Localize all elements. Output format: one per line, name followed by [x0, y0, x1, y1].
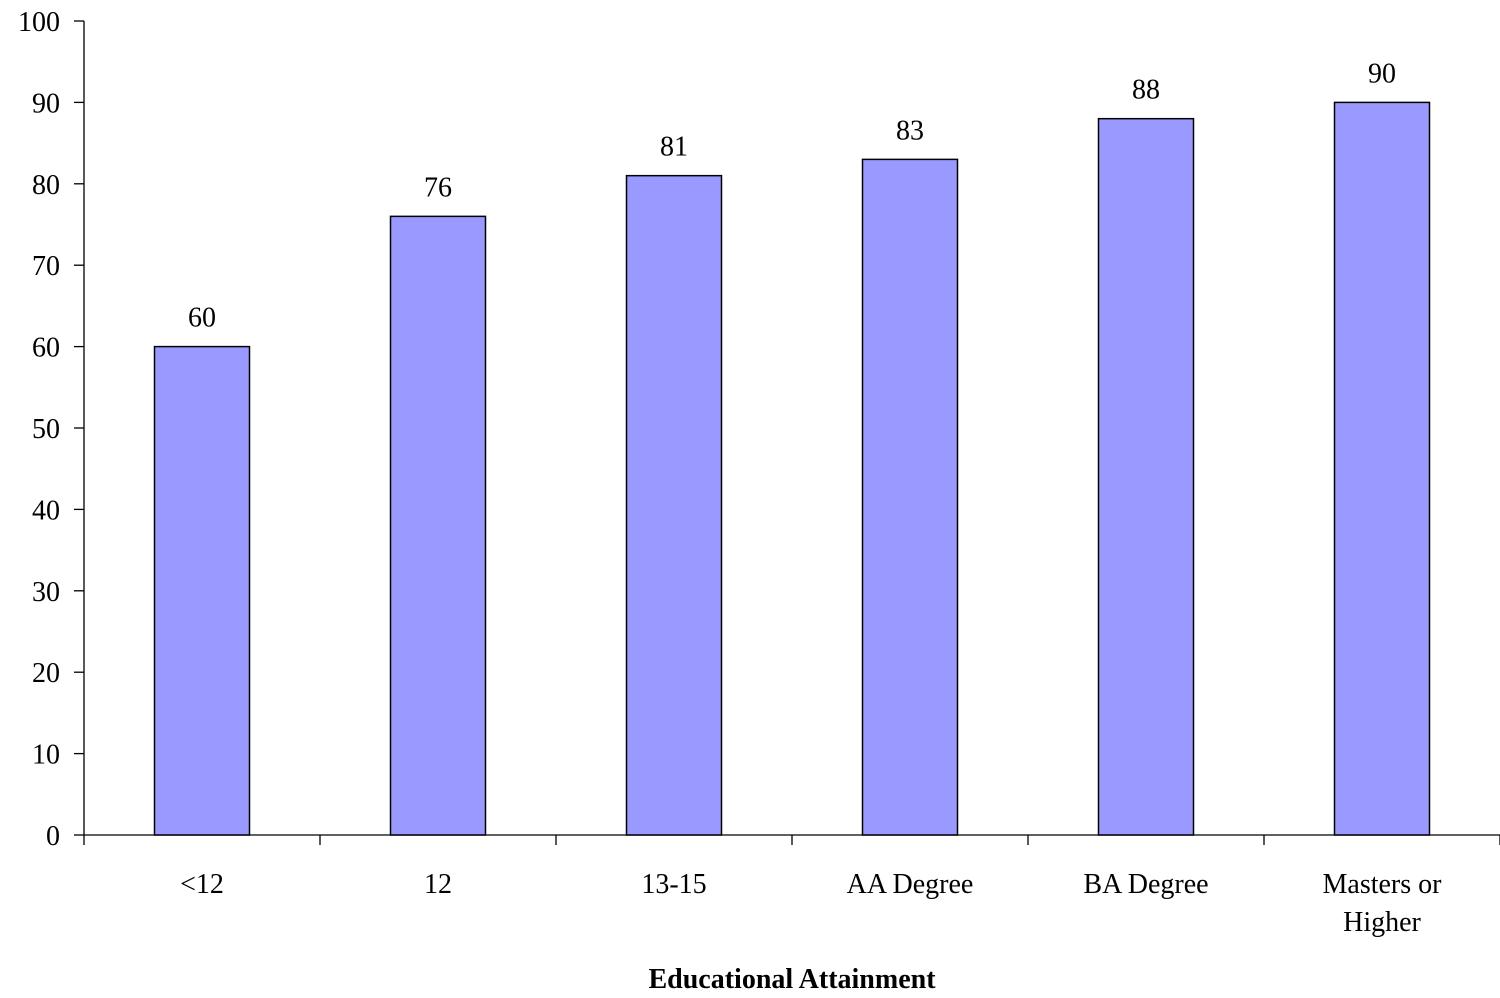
data-label: 90	[1368, 58, 1396, 89]
y-tick-label: 60	[32, 333, 60, 364]
bar	[389, 215, 487, 836]
bar	[625, 174, 723, 836]
data-labels: 60 76 81 83 88 90	[188, 58, 1396, 333]
y-tick-label: 10	[32, 740, 60, 771]
data-label: 81	[660, 132, 688, 163]
x-axis: <12 12 13-15 AA Degree BA Degree Masters or Hi…	[83, 834, 1500, 938]
bar	[153, 345, 251, 836]
y-tick-label: 100	[18, 7, 60, 38]
y-tick-label: 20	[32, 658, 60, 689]
y-tick-label: 80	[32, 170, 60, 201]
x-category-label: Masters or	[1323, 869, 1443, 900]
y-tick-label: 90	[32, 88, 60, 119]
x-category-label: AA Degree	[847, 869, 974, 900]
x-category-label: 12	[424, 869, 452, 900]
bar	[1333, 101, 1431, 836]
data-label: 60	[188, 303, 216, 334]
y-tick-label: 30	[32, 577, 60, 608]
bar	[861, 158, 959, 836]
y-tick-label: 50	[32, 414, 60, 445]
x-category-label: <12	[180, 869, 224, 900]
x-category-label: BA Degree	[1083, 869, 1208, 900]
y-tick-label: 70	[32, 251, 60, 282]
bar	[1097, 117, 1195, 836]
bars	[153, 101, 1431, 836]
x-category-label: 13-15	[641, 869, 706, 900]
data-label: 88	[1132, 75, 1160, 106]
x-axis-title: Educational Attainment	[648, 964, 936, 993]
y-tick-label: 40	[32, 495, 60, 526]
data-label: 83	[896, 115, 924, 146]
data-label: 76	[424, 172, 452, 203]
x-category-label: Higher	[1343, 907, 1421, 938]
y-axis: 0 10 20 30 40 50 60 70 80 90 100	[18, 7, 85, 852]
y-tick-label: 0	[46, 821, 60, 852]
